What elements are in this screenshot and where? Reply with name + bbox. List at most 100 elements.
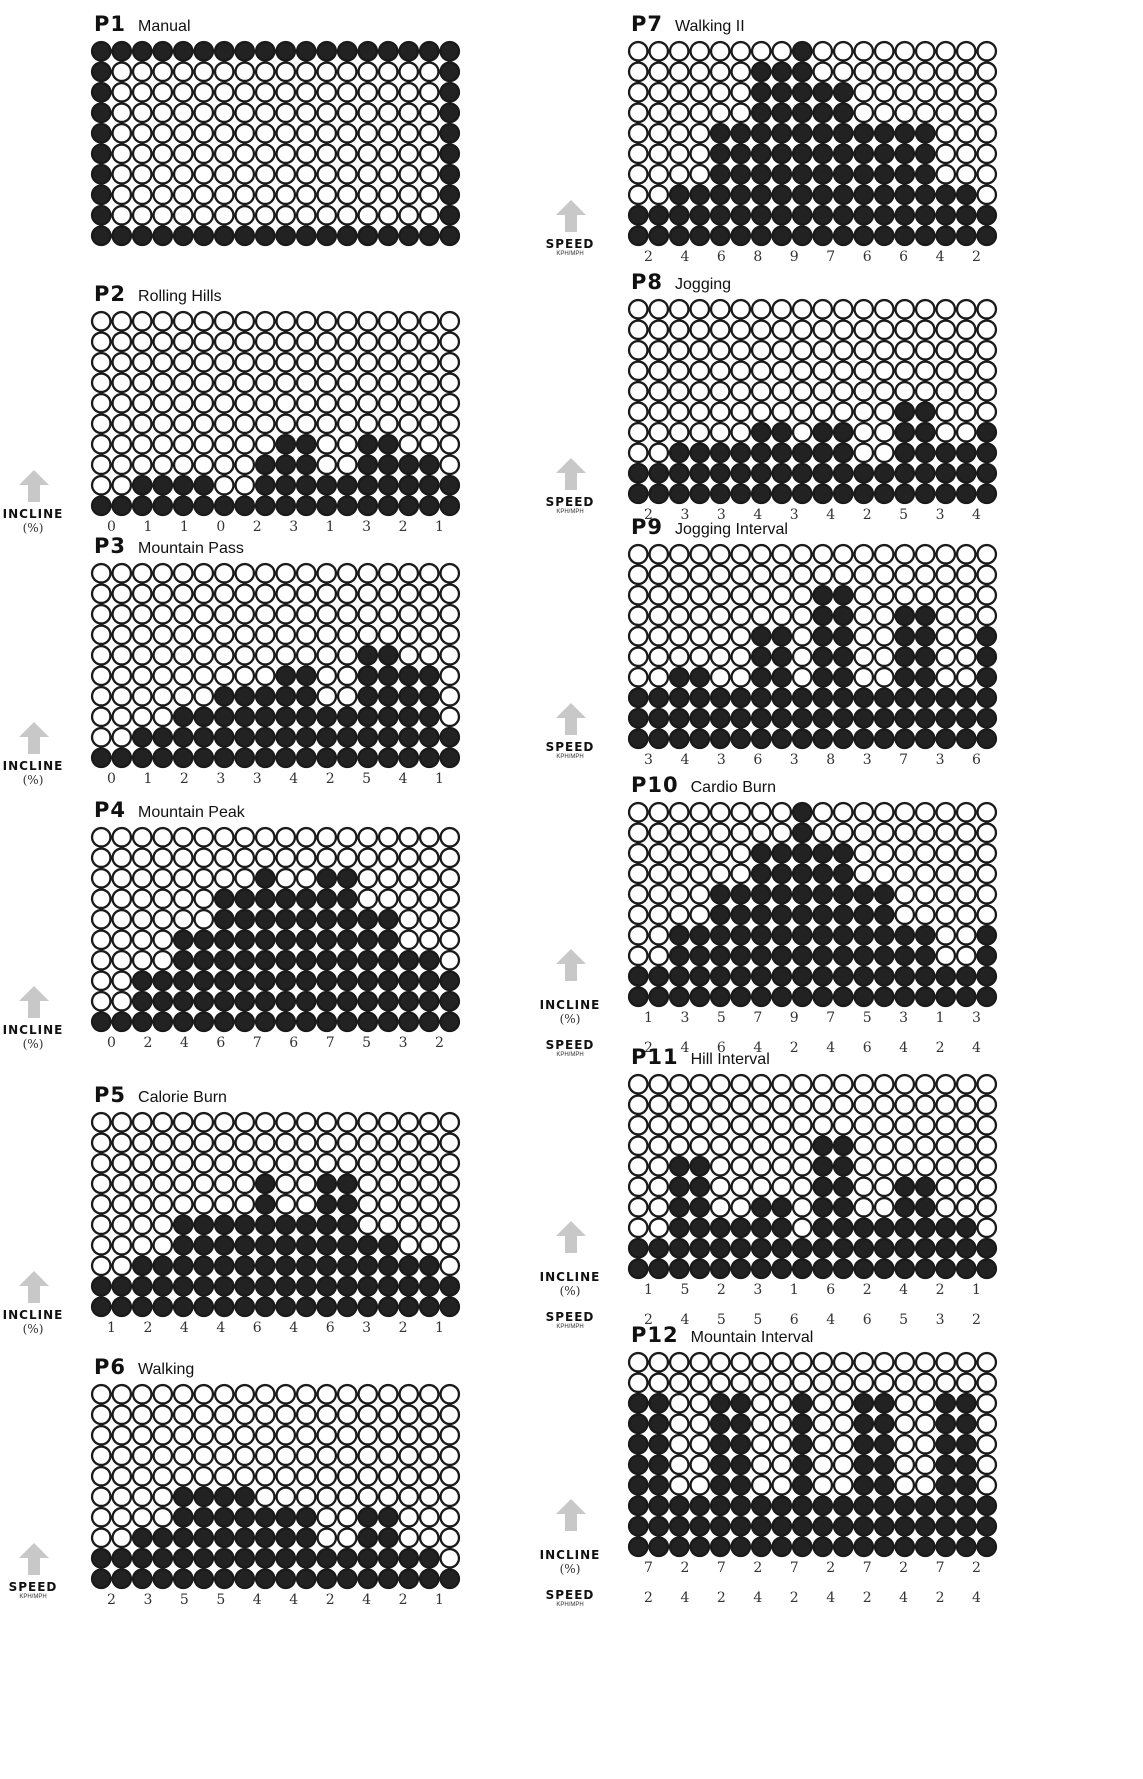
- dot-off: [193, 867, 215, 889]
- dot-off: [193, 624, 215, 646]
- dot-on: [832, 842, 854, 864]
- dot-on: [955, 225, 977, 247]
- dot-on: [894, 225, 916, 247]
- dot-off: [791, 1351, 813, 1373]
- dot-off: [750, 298, 772, 320]
- dot-off: [791, 360, 813, 382]
- dot-off: [295, 1486, 317, 1508]
- dot-off: [832, 822, 854, 844]
- dot-off: [275, 204, 297, 226]
- dot-off: [213, 1424, 235, 1446]
- dot-off: [668, 421, 690, 443]
- dot-on: [812, 965, 834, 987]
- dot-on: [832, 625, 854, 647]
- dot-on: [976, 462, 998, 484]
- dot-off: [111, 1506, 133, 1528]
- dot-on: [832, 965, 854, 987]
- dot-off: [730, 863, 752, 885]
- dot-off: [131, 1465, 153, 1487]
- dot-on: [832, 883, 854, 905]
- dot-on: [398, 1011, 420, 1033]
- dot-on: [377, 1506, 399, 1528]
- dot-on: [275, 1568, 297, 1590]
- dot-off: [873, 442, 895, 464]
- dot-off: [668, 143, 690, 165]
- dot-on: [689, 1217, 711, 1239]
- dot-off: [131, 908, 153, 930]
- dot-off: [976, 102, 998, 124]
- dot-off: [193, 454, 215, 476]
- dot-on: [131, 970, 153, 992]
- dot-on: [316, 495, 338, 517]
- dot-on: [648, 462, 670, 484]
- dot-off: [172, 867, 194, 889]
- dot-on: [853, 945, 875, 967]
- dot-off: [668, 883, 690, 905]
- dot-on: [771, 646, 793, 668]
- program-header: P5 Calorie Burn: [94, 1083, 227, 1107]
- dot-off: [254, 204, 276, 226]
- dot-off: [131, 1404, 153, 1426]
- dot-off: [976, 143, 998, 165]
- dot-on: [689, 1536, 711, 1558]
- dot-matrix-profile: [90, 1111, 461, 1318]
- dot-on: [935, 965, 957, 987]
- dot-on: [812, 904, 834, 926]
- dot-on: [336, 1547, 358, 1569]
- dot-on: [316, 929, 338, 951]
- incline-label: INCLINE: [2, 1308, 64, 1322]
- dot-off: [914, 543, 936, 565]
- dot-off: [90, 1132, 112, 1154]
- dot-off: [791, 1114, 813, 1136]
- dot-off: [172, 1193, 194, 1215]
- speed-value: 8: [826, 752, 836, 768]
- dot-off: [111, 888, 133, 910]
- dot-on: [935, 204, 957, 226]
- dot-off: [152, 665, 174, 687]
- dot-on: [750, 1515, 772, 1537]
- dot-off: [111, 1527, 133, 1549]
- dot-off: [111, 351, 133, 373]
- dot-off: [771, 319, 793, 341]
- dot-off: [152, 603, 174, 625]
- dot-on: [791, 163, 813, 185]
- dot-off: [357, 331, 379, 353]
- dot-off: [730, 81, 752, 103]
- dot-off: [439, 929, 461, 951]
- dot-off: [812, 822, 834, 844]
- dot-off: [668, 339, 690, 361]
- dot-off: [914, 863, 936, 885]
- up-arrow-icon: [556, 458, 586, 490]
- dot-off: [439, 706, 461, 728]
- dot-matrix-profile: [90, 826, 461, 1033]
- dot-matrix-profile: [627, 1351, 998, 1558]
- dot-off: [213, 102, 235, 124]
- dot-on: [213, 949, 235, 971]
- dot-off: [627, 401, 649, 423]
- dot-off: [357, 372, 379, 394]
- dot-on: [357, 726, 379, 748]
- dot-off: [357, 1383, 379, 1405]
- dot-on: [193, 474, 215, 496]
- dot-off: [377, 331, 399, 353]
- dot-off: [730, 1176, 752, 1198]
- dot-on: [914, 462, 936, 484]
- dot-off: [418, 624, 440, 646]
- dot-off: [398, 122, 420, 144]
- dot-on: [791, 687, 813, 709]
- dot-off: [336, 624, 358, 646]
- dot-off: [336, 1152, 358, 1174]
- dot-off: [648, 339, 670, 361]
- dot-off: [357, 1214, 379, 1236]
- speed-value: 5: [716, 1312, 726, 1328]
- dot-off: [648, 543, 670, 565]
- dot-on: [275, 1527, 297, 1549]
- dot-on: [295, 40, 317, 62]
- dot-off: [418, 1527, 440, 1549]
- dot-off: [295, 826, 317, 848]
- dot-off: [418, 888, 440, 910]
- dot-on: [976, 924, 998, 946]
- dot-on: [213, 908, 235, 930]
- dot-off: [771, 822, 793, 844]
